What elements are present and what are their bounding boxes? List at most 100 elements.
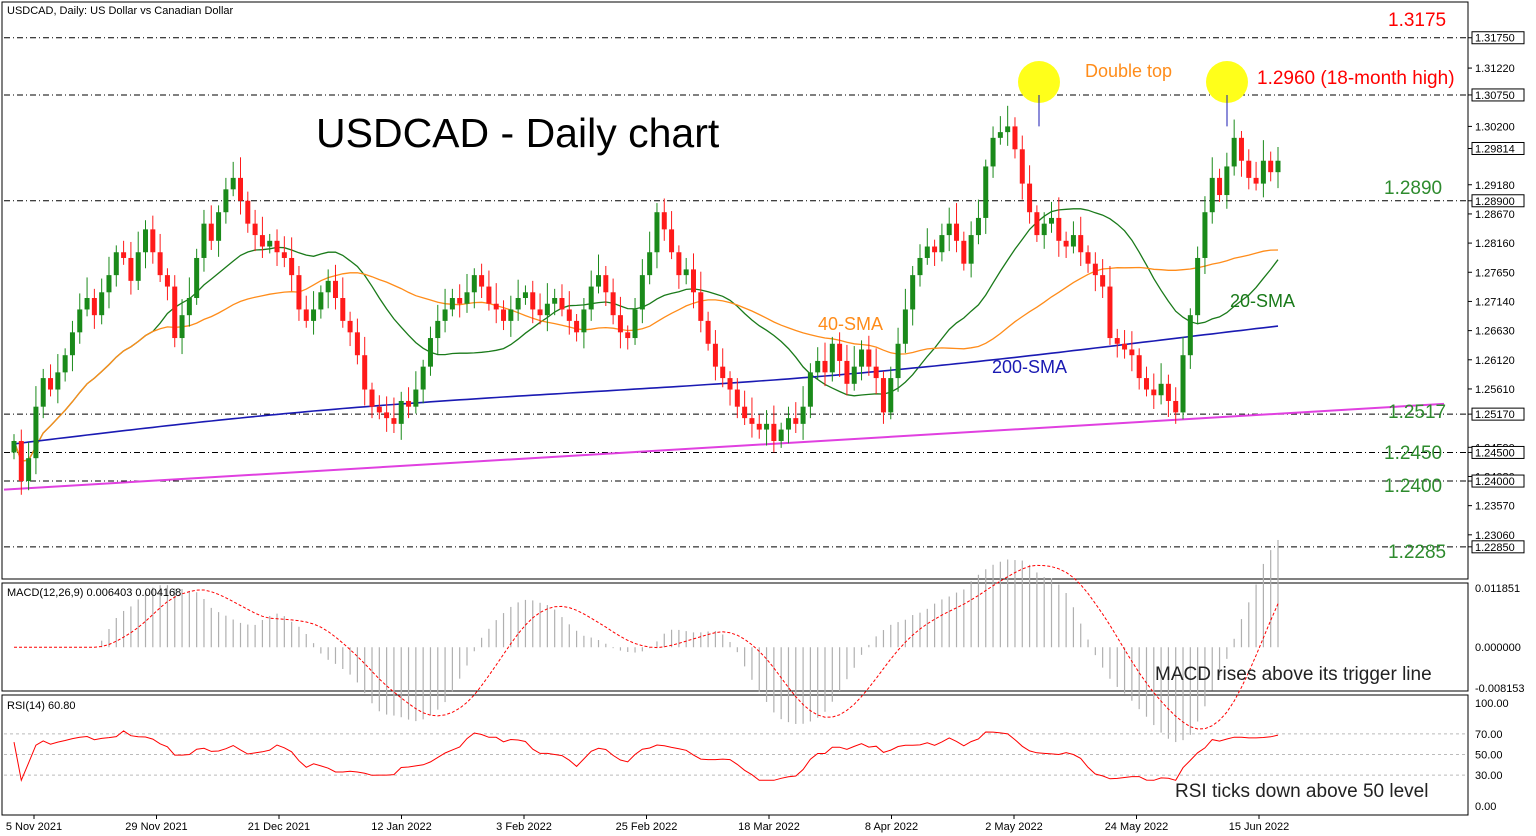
macd-tick-label: 0.011851 [1475, 583, 1520, 595]
candle-body [420, 366, 426, 390]
candle-body [807, 372, 813, 407]
candle-body [208, 223, 214, 241]
candle-body [391, 418, 397, 424]
candle-body [698, 292, 704, 321]
candle-body [281, 252, 287, 258]
price-tick-label: 1.23060 [1475, 530, 1515, 542]
candle-body [259, 235, 265, 247]
price-tick-label: 1.23570 [1475, 501, 1515, 513]
candle-body [40, 378, 46, 407]
candle-body [77, 309, 83, 333]
candle-body [128, 257, 134, 281]
candle-body [603, 275, 609, 293]
candle-body [267, 240, 273, 247]
candle-body [1246, 160, 1252, 178]
candle-body [354, 332, 360, 356]
candle-body [369, 389, 375, 407]
candle-body [340, 298, 346, 321]
candle-body [983, 166, 989, 218]
sma40-line [13, 249, 1279, 462]
candle-body [274, 240, 280, 253]
macd-signal-line [14, 564, 1279, 730]
price-tick-label: 1.28900 [1475, 196, 1515, 208]
candle-body [237, 177, 243, 201]
candle-body [778, 429, 784, 442]
price-tick-label: 1.31750 [1475, 33, 1515, 45]
candle-body [179, 315, 185, 339]
price-tick-label: 1.30200 [1475, 121, 1515, 133]
candle-body [837, 343, 843, 361]
price-tick-label: 1.24500 [1475, 447, 1515, 459]
candle-body [815, 360, 821, 373]
date-tick-label: 5 Nov 2021 [6, 821, 62, 833]
candle-body [201, 223, 207, 258]
candle-body [610, 292, 616, 316]
macd-tick-label: 0.000000 [1475, 642, 1521, 654]
double-top-marker-2 [1206, 61, 1248, 103]
candle-body [617, 315, 623, 333]
candle-body [946, 223, 952, 236]
candle-body [26, 458, 32, 482]
candle-body [654, 212, 660, 253]
date-tick-label: 8 Apr 2022 [865, 821, 918, 833]
price-tag [1471, 141, 1525, 155]
candle-body [84, 298, 90, 310]
candle-body [1136, 355, 1142, 379]
candle-body [449, 298, 455, 310]
candle-body [690, 269, 696, 293]
candle-body [1078, 235, 1084, 253]
candle-body [530, 292, 536, 310]
candle-body [435, 320, 441, 339]
candle-body [1085, 252, 1091, 264]
ascending-trendline [3, 402, 1445, 491]
symbol-header: USDCAD, Daily: US Dollar vs Canadian Dol… [7, 5, 234, 17]
sma20-label: 20-SMA [1230, 291, 1295, 311]
candle-body [1129, 349, 1135, 356]
candle-body [764, 423, 770, 430]
candle-body [194, 257, 200, 299]
level-label-3: 1.2890 [1384, 178, 1442, 199]
candle-body [910, 275, 916, 310]
candle-body [1070, 235, 1076, 247]
macd-tick-label: -0.008153 [1475, 683, 1525, 695]
candle-body [566, 309, 572, 321]
candle-body [1187, 315, 1193, 356]
candle-body [1114, 338, 1120, 344]
candle-body [157, 252, 163, 276]
candle-body [574, 320, 580, 333]
candle-body [1275, 160, 1281, 173]
candle-body [442, 309, 448, 321]
candle-body [347, 320, 353, 333]
candle-body [1107, 286, 1113, 339]
level-label-4: 1.2517 [1388, 402, 1446, 423]
candle-body [888, 378, 894, 413]
price-tag [1471, 194, 1525, 208]
candle-body [457, 298, 463, 304]
level-label-1: 1.3175 [1388, 10, 1446, 31]
candle-body [55, 372, 61, 390]
candle-body [1100, 275, 1106, 287]
candle-body [873, 366, 879, 379]
candle-body [1195, 257, 1201, 316]
date-tick-label: 12 Jan 2022 [371, 821, 432, 833]
candle-body [1217, 177, 1223, 196]
candle-body [135, 252, 141, 281]
price-tick-label: 1.28670 [1475, 209, 1515, 221]
price-tick-label: 1.30750 [1475, 90, 1515, 102]
candle-body [113, 252, 119, 276]
candle-body [150, 229, 156, 253]
date-tick-label: 29 Nov 2021 [125, 821, 187, 833]
price-tick-label: 1.26120 [1475, 355, 1515, 367]
candle-body [1049, 217, 1055, 224]
candle-body [1034, 212, 1040, 236]
candle-body [230, 177, 236, 190]
candle-body [639, 275, 645, 310]
price-tick-label: 1.28160 [1475, 238, 1515, 250]
sma20-line [13, 208, 1279, 462]
macd-header: MACD(12,26,9) 0.006403 0.004168 [7, 587, 181, 599]
candle-body [997, 132, 1003, 138]
candle-body [954, 223, 960, 241]
candle-body [1209, 177, 1215, 213]
price-tick-label: 1.24000 [1475, 476, 1515, 488]
candle-body [384, 412, 390, 419]
